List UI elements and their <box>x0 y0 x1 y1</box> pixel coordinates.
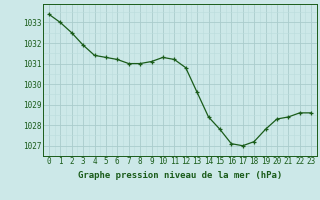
X-axis label: Graphe pression niveau de la mer (hPa): Graphe pression niveau de la mer (hPa) <box>78 171 282 180</box>
